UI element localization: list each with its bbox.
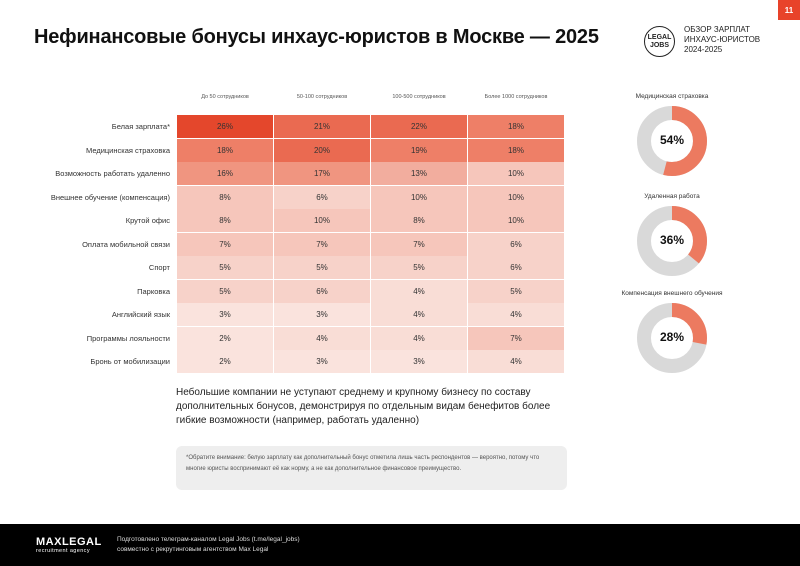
table-cell: 4% (274, 326, 370, 350)
table-cell: 10% (468, 209, 564, 232)
row-label: Крутой офис (125, 216, 170, 225)
table-cell: 5% (371, 256, 467, 279)
logo-line-1: LEGAL (647, 33, 672, 41)
survey-line: ИНХАУС-ЮРИСТОВ (684, 35, 761, 44)
row-label: Бронь от мобилизации (90, 357, 170, 366)
column-header: 50-100 сотрудников (296, 94, 348, 100)
table-cell: 2% (177, 326, 273, 350)
page-title: Нефинансовые бонусы инхаус-юристов в Мос… (34, 26, 599, 48)
donut-chart (637, 303, 707, 373)
table-cell: 13% (371, 162, 467, 185)
table-cell: 5% (274, 256, 370, 279)
table-cell: 5% (468, 279, 564, 303)
page-number: 11 (778, 0, 800, 20)
table-cell: 3% (274, 350, 370, 373)
table-cell: 22% (371, 115, 467, 138)
donut-value: 28% (659, 330, 685, 344)
donut-arc (637, 106, 707, 176)
donut-value: 36% (659, 233, 685, 247)
row-label: Оплата мобильной связи (82, 239, 170, 249)
maxlegal-logo: MAXLEGAL (36, 536, 102, 548)
row-label: Английский язык (111, 310, 170, 319)
table-cell: 4% (371, 303, 467, 326)
survey-line: ОБЗОР ЗАРПЛАТ (684, 25, 751, 34)
footer-line: Подготовлено телеграм-каналом Legal Jobs… (117, 536, 300, 543)
row-label: Парковка (137, 286, 170, 296)
table-cell: 6% (468, 256, 564, 279)
donut-chart (637, 206, 707, 276)
table-cell: 19% (371, 138, 467, 162)
donut-arc (637, 206, 707, 276)
donut-title: Медицинская страховка (635, 93, 709, 100)
survey-line: 2024-2025 (684, 45, 723, 54)
table-cell: 4% (371, 279, 467, 303)
column-header: Более 1000 сотрудников (484, 94, 548, 100)
table-cell: 10% (274, 209, 370, 232)
maxlegal-tagline: recruitment agency (36, 548, 90, 554)
footer-credits: Подготовлено телеграм-каналом Legal Jobs… (117, 535, 300, 555)
table-cell: 3% (371, 350, 467, 373)
table-cell: 18% (468, 115, 564, 138)
donut-arc (637, 303, 707, 373)
table-cell: 3% (177, 303, 273, 326)
table-cell: 2% (177, 350, 273, 373)
table-cell: 8% (177, 185, 273, 209)
table-cell: 4% (468, 303, 564, 326)
donut-value: 54% (659, 133, 685, 147)
footer-line: совместно с рекрутинговым агентством Max… (117, 546, 269, 553)
donut-chart (637, 106, 707, 176)
table-cell: 4% (371, 326, 467, 350)
table-cell: 6% (274, 185, 370, 209)
footnote-box: *Обратите внимание: белую зарплату как д… (176, 446, 567, 490)
row-label: Белая зарплата* (111, 122, 170, 131)
column-header: 100-500 сотрудников (392, 94, 446, 100)
table-cell: 5% (177, 279, 273, 303)
table-cell: 6% (274, 279, 370, 303)
table-cell: 8% (177, 209, 273, 232)
row-label: Внешнее обучение (компенсация) (50, 192, 170, 202)
table-cell: 7% (468, 326, 564, 350)
table-cell: 16% (177, 162, 273, 185)
table-cell: 26% (177, 115, 273, 138)
donut-title: Компенсация внешнего обучения (621, 290, 723, 297)
logo-line-2: JOBS (649, 41, 670, 49)
table-cell: 4% (468, 350, 564, 373)
row-label: Спорт (148, 263, 170, 272)
legal-jobs-logo: LEGAL JOBS (644, 26, 675, 57)
row-label: Возможность работать удаленно (55, 169, 170, 178)
table-cell: 8% (371, 209, 467, 232)
table-cell: 7% (274, 232, 370, 256)
table-cell: 18% (468, 138, 564, 162)
table-cell: 21% (274, 115, 370, 138)
table-cell: 7% (177, 232, 273, 256)
row-label: Медицинская страховка (85, 145, 170, 155)
table-cell: 7% (371, 232, 467, 256)
table-cell: 10% (371, 185, 467, 209)
summary-note: Небольшие компании не уступают среднему … (176, 387, 551, 426)
table-cell: 18% (177, 138, 273, 162)
column-header: До 50 сотрудников (201, 94, 249, 100)
table-cell: 5% (177, 256, 273, 279)
table-cell: 10% (468, 185, 564, 209)
table-cell: 3% (274, 303, 370, 326)
table-cell: 20% (274, 138, 370, 162)
table-cell: 6% (468, 232, 564, 256)
row-label: Программы лояльности (86, 333, 170, 343)
table-cell: 10% (468, 162, 564, 185)
donut-title: Удаленная работа (644, 193, 700, 200)
table-cell: 17% (274, 162, 370, 185)
footer-bar (0, 524, 800, 566)
survey-title: ОБЗОР ЗАРПЛАТ ИНХАУС-ЮРИСТОВ 2024-2025 (684, 25, 760, 55)
